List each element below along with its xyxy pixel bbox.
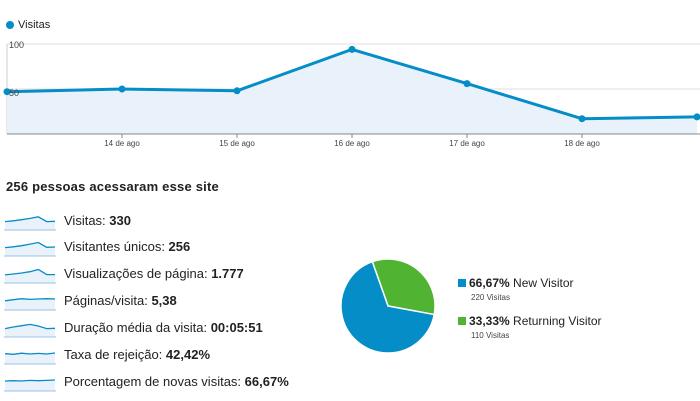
sparkline-icon bbox=[4, 298, 56, 311]
sparkline-fill bbox=[5, 269, 55, 283]
metric-label: Páginas/visita: 5,38 bbox=[64, 293, 177, 308]
new-visitor-count: 220 Visitas bbox=[471, 293, 510, 302]
visits-line-chart[interactable]: 100 50 14 de ago 15 de ago 16 de ago 17 de ag… bbox=[0, 0, 700, 160]
sparkline-line bbox=[4, 323, 56, 330]
legend-label: Visitas bbox=[18, 19, 51, 31]
metric-value: 5,38 bbox=[151, 292, 177, 308]
returning-visitor-count: 110 Visitas bbox=[471, 331, 510, 340]
chart-legend[interactable]: Visitas bbox=[6, 18, 50, 32]
data-point[interactable] bbox=[3, 88, 11, 96]
x-tick-label: 17 de ago bbox=[449, 139, 485, 148]
returning-visitor-percent: 33,33% bbox=[469, 314, 510, 328]
data-point[interactable] bbox=[233, 87, 241, 95]
data-point[interactable] bbox=[463, 80, 471, 88]
metric-label: Visitas: 330 bbox=[64, 213, 131, 228]
sparkline-icon bbox=[4, 268, 56, 284]
sparkline-fill bbox=[5, 380, 55, 391]
data-point[interactable] bbox=[118, 85, 126, 93]
returning-visitor-name: Returning Visitor bbox=[513, 314, 602, 328]
data-point[interactable] bbox=[348, 45, 356, 53]
data-point[interactable] bbox=[578, 115, 586, 123]
summary-headline: 256 pessoas acessaram esse site bbox=[6, 179, 219, 194]
metric-name: Porcentagem de novas visitas: bbox=[64, 373, 245, 389]
returning-visitor-swatch bbox=[458, 317, 466, 325]
sparkline-line bbox=[4, 241, 56, 249]
metric-value: 1.777 bbox=[211, 265, 244, 281]
sparkline-icon bbox=[4, 379, 56, 392]
metric-value: 42,42% bbox=[165, 346, 210, 362]
sparkline-fill bbox=[5, 242, 55, 256]
metric-row[interactable]: Visitantes únicos: 256 bbox=[0, 235, 320, 257]
sparkline-fill bbox=[5, 298, 55, 310]
pie-slice-new-visitor[interactable] bbox=[340, 260, 436, 354]
sparkline-fill bbox=[5, 324, 55, 337]
metric-row[interactable]: Visitas: 330 bbox=[0, 209, 320, 231]
sparkline-icon bbox=[4, 352, 56, 365]
metric-name: Taxa de rejeição: bbox=[64, 346, 166, 362]
metric-label: Taxa de rejeição: 42,42% bbox=[64, 347, 210, 362]
metric-label: Duração média da visita: 00:05:51 bbox=[64, 320, 263, 335]
new-visitor-percent: 66,67% bbox=[469, 276, 510, 290]
metric-row[interactable]: Páginas/visita: 5,38 bbox=[0, 289, 320, 311]
metric-value: 256 bbox=[168, 238, 191, 254]
data-point[interactable] bbox=[693, 113, 700, 121]
y-tick-label: 100 bbox=[9, 40, 24, 50]
metric-row[interactable]: Taxa de rejeição: 42,42% bbox=[0, 343, 320, 365]
sparkline-line bbox=[4, 379, 56, 382]
pie-slice-returning-visitor[interactable] bbox=[371, 258, 436, 316]
new-visitor-name: New Visitor bbox=[513, 276, 574, 290]
metric-value: 330 bbox=[109, 212, 131, 228]
sparkline-line bbox=[4, 268, 55, 276]
metric-name: Visualizações de página: bbox=[64, 265, 212, 281]
metric-name: Páginas/visita: bbox=[64, 292, 152, 308]
sparkline-line bbox=[4, 298, 56, 302]
metric-label: Porcentagem de novas visitas: 66,67% bbox=[64, 374, 289, 389]
sparkline-icon bbox=[4, 241, 56, 257]
sparkline-fill bbox=[5, 353, 55, 364]
metric-label: Visualizações de página: 1.777 bbox=[64, 266, 244, 281]
sparkline-line bbox=[4, 352, 56, 355]
x-tick-label: 18 de ago bbox=[564, 139, 600, 148]
x-tick-label: 16 de ago bbox=[334, 139, 370, 148]
visitor-type-pie-chart[interactable] bbox=[338, 256, 438, 356]
sparkline-fill bbox=[5, 216, 55, 230]
sparkline-line bbox=[4, 216, 56, 223]
metric-name: Visitantes únicos: bbox=[64, 238, 169, 254]
series-color-dot bbox=[6, 21, 14, 29]
series-area-fill bbox=[7, 49, 697, 134]
metric-name: Visitas: bbox=[64, 212, 110, 228]
metric-label: Visitantes únicos: 256 bbox=[64, 239, 190, 254]
new-visitor-swatch bbox=[458, 279, 466, 287]
metric-value: 66,67% bbox=[244, 373, 289, 389]
metric-row[interactable]: Duração média da visita: 00:05:51 bbox=[0, 316, 320, 338]
metric-name: Duração média da visita: bbox=[64, 319, 211, 335]
x-tick-label: 15 de ago bbox=[219, 139, 255, 148]
y-tick-label: 50 bbox=[9, 88, 19, 98]
metric-row[interactable]: Porcentagem de novas visitas: 66,67% bbox=[0, 370, 320, 392]
x-tick-label: 14 de ago bbox=[104, 139, 140, 148]
sparkline-icon bbox=[4, 216, 56, 231]
metric-row[interactable]: Visualizações de página: 1.777 bbox=[0, 262, 320, 284]
metric-value: 00:05:51 bbox=[210, 319, 263, 335]
sparkline-icon bbox=[4, 323, 56, 338]
